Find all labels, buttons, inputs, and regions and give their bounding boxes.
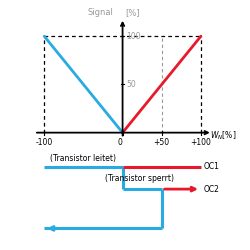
Text: -100: -100 (36, 138, 53, 147)
Text: 100: 100 (126, 32, 141, 41)
Text: 50: 50 (126, 80, 136, 89)
Text: [%]: [%] (126, 8, 140, 17)
Text: Signal: Signal (87, 8, 113, 17)
Text: OC2: OC2 (204, 184, 220, 194)
Text: (Transistor sperrt): (Transistor sperrt) (105, 174, 174, 183)
Text: 0: 0 (118, 138, 123, 147)
Text: +50: +50 (154, 138, 170, 147)
Text: (Transistor leitet): (Transistor leitet) (50, 154, 116, 163)
Text: +100: +100 (190, 138, 211, 147)
Text: $W_N$[%]: $W_N$[%] (210, 129, 237, 142)
Text: OC1: OC1 (204, 162, 220, 171)
